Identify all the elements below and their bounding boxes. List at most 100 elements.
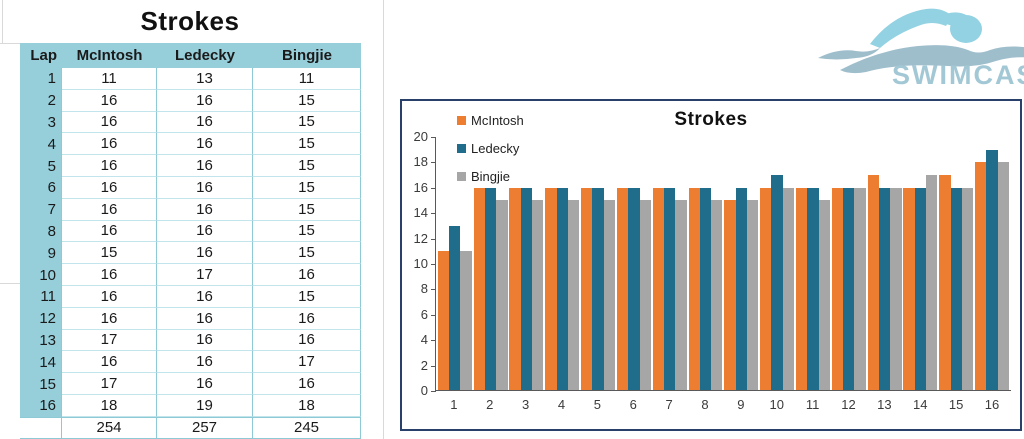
lap-cell: 13 [20,329,62,352]
value-cell: 15 [253,285,361,308]
lap-cell: 3 [20,111,62,134]
y-tick-mark [431,213,436,215]
bar-ledecky [950,187,962,390]
y-tick-label: 16 [413,179,428,195]
lap-cell: 12 [20,307,62,330]
total-cell: 245 [253,416,361,439]
bar-ledecky [628,187,640,390]
legend-swatch-icon [457,143,466,153]
value-cell: 16 [253,307,361,330]
bar-group [688,137,723,390]
y-tick-label: 20 [413,129,428,144]
y-tick-mark [431,238,436,240]
x-tick-label: 4 [557,397,566,412]
bar-ledecky [664,187,676,390]
value-cell: 13 [157,68,253,90]
bar-ledecky [771,174,783,390]
x-tick-label: 10 [769,397,784,412]
value-cell: 16 [157,220,253,243]
bar-mcintosh [831,187,844,390]
lap-cell: 8 [20,220,62,243]
bar-ledecky [449,225,461,390]
value-cell: 16 [253,264,361,286]
bar-group [760,137,795,390]
y-tick-label: 10 [413,256,428,271]
y-tick-label: 18 [413,154,428,170]
lap-cell: 5 [20,155,62,177]
bar-bingjie [711,200,723,390]
value-cell: 16 [62,198,157,221]
legend-item: Ledecky [457,138,524,158]
y-tick-mark [431,137,436,138]
y-tick-mark [431,264,436,265]
bar-mcintosh [724,200,736,390]
x-tick-label: 3 [522,397,530,412]
bar-bingjie [854,187,866,390]
column-header: McIntosh [62,43,157,68]
value-cell: 15 [253,133,361,156]
swimcast-logo: SWIMCAST [818,8,1024,90]
swimmer-body-icon [840,45,1024,74]
bar-mcintosh [688,187,700,390]
y-tick-mark [431,187,436,189]
x-tick-label: 6 [629,397,637,412]
bar-ledecky [520,187,533,390]
plot-area [435,137,1011,391]
value-cell: 16 [157,176,253,199]
value-cell: 15 [253,111,361,134]
y-tick-mark [431,340,436,342]
y-tick-label: 12 [413,230,428,246]
value-cell: 16 [62,220,157,243]
x-tick-label: 16 [984,397,1000,412]
value-cell: 16 [157,351,253,374]
bar-group [939,137,974,390]
bar-group [724,137,759,390]
sheet-gridline [0,283,20,284]
lap-cell: 7 [20,198,62,221]
x-tick-label: 13 [877,397,892,412]
bar-group [652,137,687,390]
total-empty-cell [20,416,62,439]
bar-ledecky [843,187,855,390]
value-cell: 16 [157,198,253,221]
bar-bingjie [460,250,472,390]
lap-cell: 1 [20,68,62,90]
value-cell: 16 [157,89,253,112]
value-cell: 16 [157,329,253,352]
value-cell: 15 [62,242,157,265]
sheet-gridline [383,0,384,439]
total-cell: 254 [62,416,157,439]
value-cell: 16 [157,242,253,265]
bar-mcintosh [795,187,808,390]
bar-group [831,137,866,390]
bar-bingjie [997,162,1009,390]
bar-ledecky [556,187,568,390]
bar-bingjie [926,174,938,390]
value-cell: 16 [253,373,361,395]
bar-bingjie [782,187,795,390]
bar-ledecky [807,187,819,390]
lap-cell: 11 [20,285,62,308]
bar-group [509,137,544,390]
bar-ledecky [986,149,998,390]
bar-mcintosh [545,187,557,390]
value-cell: 15 [253,198,361,221]
x-tick-label: 9 [737,397,745,412]
value-cell: 16 [157,133,253,156]
value-cell: 18 [253,394,361,417]
y-tick-label: 14 [413,205,428,221]
lap-cell: 10 [20,264,62,286]
value-cell: 17 [62,373,157,395]
value-cell: 11 [253,68,361,90]
bar-mcintosh [509,187,521,390]
value-cell: 11 [62,68,157,90]
value-cell: 16 [62,307,157,330]
lap-cell: 15 [20,373,62,395]
table-title: Strokes [140,6,240,36]
bar-bingjie [890,187,902,390]
y-tick-mark [431,391,436,392]
value-cell: 16 [157,373,253,395]
bar-ledecky [699,187,712,390]
wave-icon [818,48,880,60]
legend-label: McIntosh [471,112,524,128]
